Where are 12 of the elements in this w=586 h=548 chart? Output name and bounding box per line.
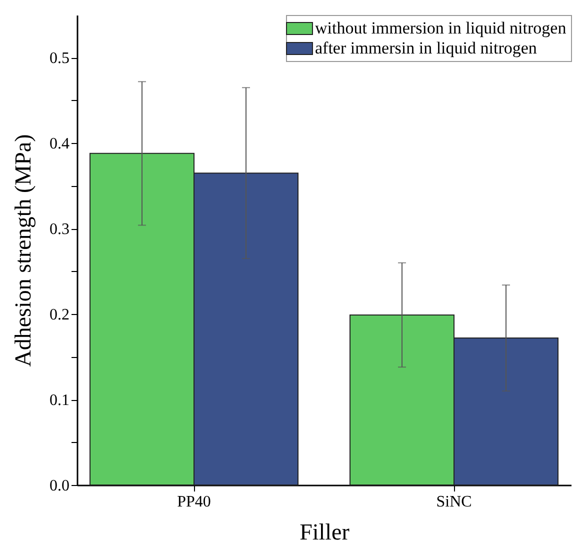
- x-axis-title: Filler: [300, 520, 350, 544]
- x-tick-label: SiNC: [436, 494, 472, 510]
- y-tick-label: 0.2: [50, 306, 70, 324]
- y-tick-label: 0.0: [50, 478, 70, 494]
- y-axis-title: Adhesion strength (MPa): [10, 134, 36, 367]
- y-tick-label: 0.4: [50, 136, 70, 153]
- legend-label: without immersion in liquid nitrogen: [315, 18, 567, 38]
- y-tick-label: 0.3: [50, 221, 70, 238]
- y-tick-label: 0.5: [50, 50, 70, 68]
- legend-label: after immersin in liquid nitrogen: [315, 38, 538, 58]
- y-tick-label: 0.1: [50, 392, 70, 410]
- x-tick-label: PP40: [177, 494, 211, 510]
